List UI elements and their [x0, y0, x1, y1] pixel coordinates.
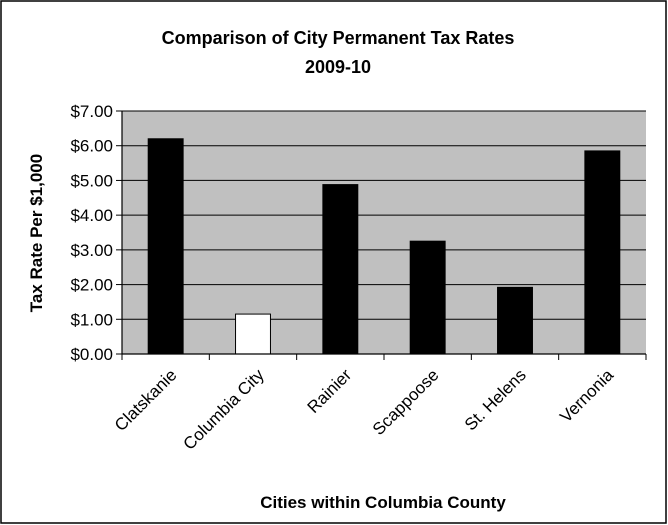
y-tick-label: $7.00 [70, 102, 113, 121]
y-axis-title: Tax Rate Per $1,000 [27, 154, 46, 312]
y-tick-label: $3.00 [70, 241, 113, 260]
chart-subtitle: 2009-10 [305, 57, 371, 77]
bar [497, 286, 533, 355]
y-tick-label: $2.00 [70, 276, 113, 295]
y-tick-label: $4.00 [70, 206, 113, 225]
y-tick-label: $1.00 [70, 310, 113, 329]
y-tick-label: $0.00 [70, 345, 113, 364]
plot-background [122, 111, 646, 354]
bar [584, 150, 621, 355]
x-axis-title: Cities within Columbia County [260, 493, 506, 512]
y-tick-label: $5.00 [70, 171, 113, 190]
chart-title: Comparison of City Permanent Tax Rates [162, 28, 515, 48]
bar [147, 138, 184, 355]
bar [235, 313, 271, 355]
bar [322, 184, 359, 355]
plot-area: $0.00 $1.00 $2.00 $3.00 $4.00 $5.00 $6.00 $7.00… [70, 102, 647, 454]
bar [409, 240, 446, 355]
y-tick-label: $6.00 [70, 137, 113, 156]
